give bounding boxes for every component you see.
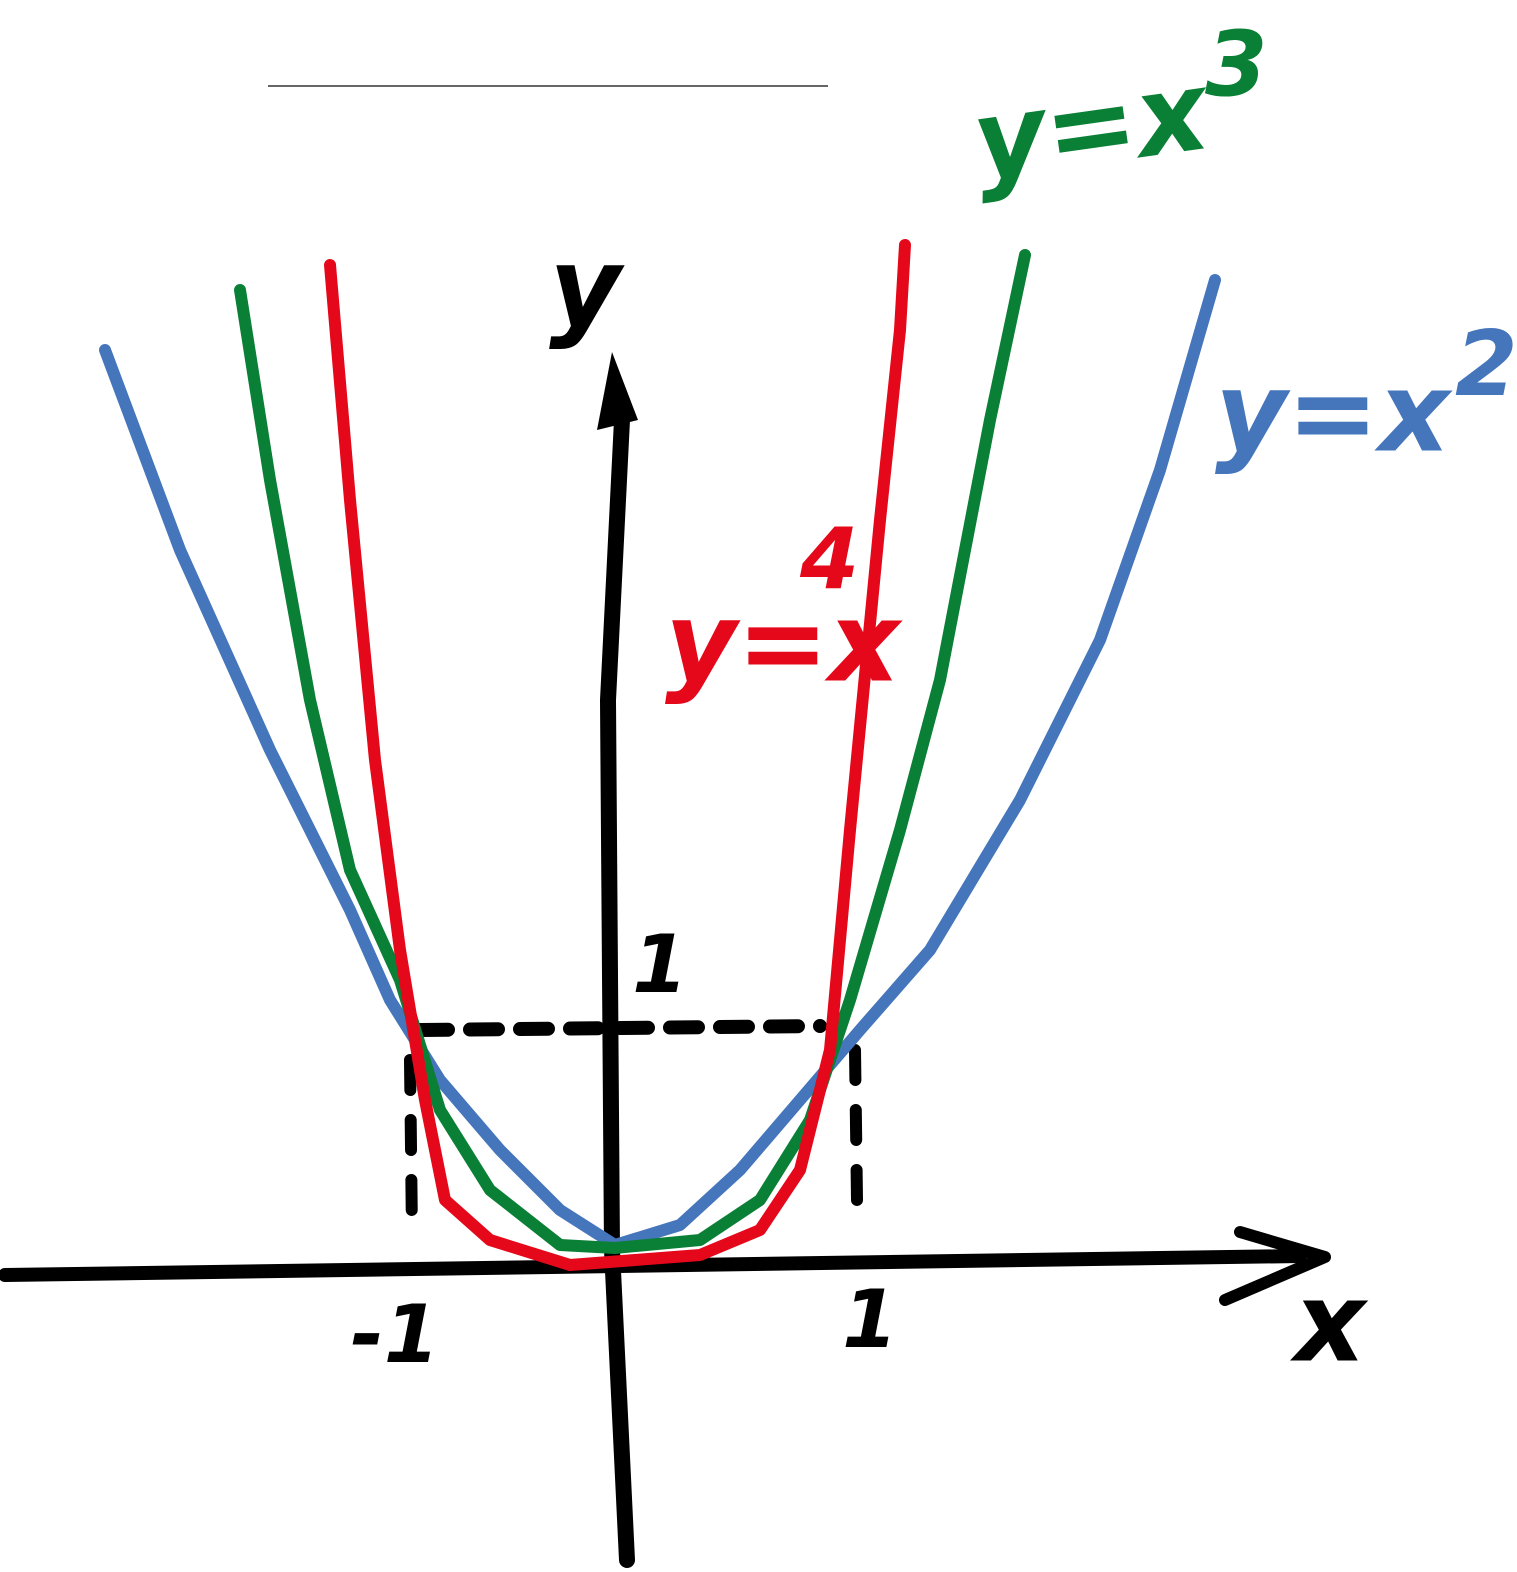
x-axis-label: x — [1290, 1258, 1369, 1386]
y-unit-label: 1 — [632, 918, 688, 1011]
label-x4: y=x — [665, 578, 903, 706]
curve-x2 — [99, 274, 1221, 1251]
x-neg-unit-label: -1 — [351, 1288, 440, 1381]
y-arrow — [597, 352, 638, 430]
label-x2: y=x — [1215, 348, 1453, 476]
curve-x3 — [234, 249, 1031, 1254]
y-axis — [599, 412, 635, 1568]
label-x4-exp: 4 — [799, 510, 859, 609]
y-axis-label: y — [549, 223, 625, 351]
label-x3: y=x — [965, 46, 1218, 206]
guide-x1 — [849, 1044, 863, 1206]
guide-x-neg1 — [404, 1054, 418, 1241]
label-x3-exp: 3 — [1205, 12, 1268, 117]
guide-y1 — [413, 1019, 827, 1037]
curve-x4 — [324, 239, 911, 1271]
x-unit-label: 1 — [842, 1273, 898, 1366]
label-x2-exp: 2 — [1455, 312, 1517, 417]
x-axis — [0, 1249, 1307, 1282]
x-arrow — [1219, 1226, 1331, 1306]
